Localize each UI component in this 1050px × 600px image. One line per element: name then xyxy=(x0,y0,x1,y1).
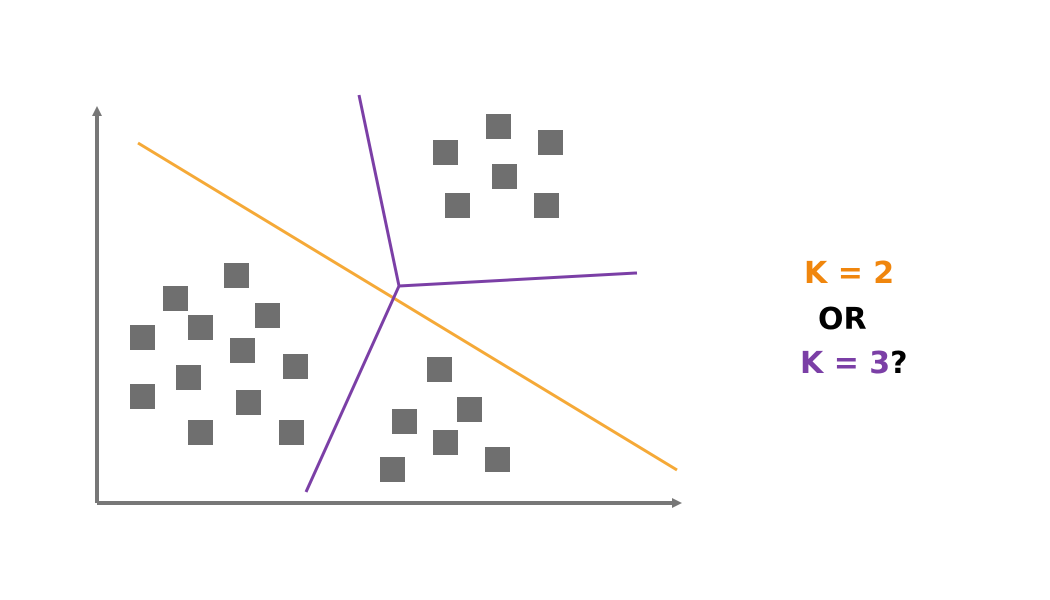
k2-label: K = 2 xyxy=(804,256,895,291)
k3-label: K = 3 xyxy=(800,346,891,381)
cluster-top-right xyxy=(433,114,563,218)
data-point xyxy=(433,430,458,455)
data-point xyxy=(392,409,417,434)
data-point xyxy=(224,263,249,288)
data-point xyxy=(255,303,280,328)
or-label: OR xyxy=(818,302,867,337)
data-point xyxy=(230,338,255,363)
data-point xyxy=(130,325,155,350)
data-point xyxy=(279,420,304,445)
cluster-left xyxy=(130,263,308,445)
data-point xyxy=(538,130,563,155)
data-point xyxy=(176,365,201,390)
k3-boundary-line-right xyxy=(398,271,638,288)
data-point xyxy=(427,357,452,382)
cluster-bottom-middle xyxy=(380,357,510,482)
data-point xyxy=(283,354,308,379)
data-point xyxy=(486,114,511,139)
data-point xyxy=(534,193,559,218)
data-point xyxy=(163,286,188,311)
data-point xyxy=(188,420,213,445)
data-point xyxy=(457,397,482,422)
data-point xyxy=(485,447,510,472)
k3-question: K = 3? xyxy=(800,349,908,379)
data-point xyxy=(380,457,405,482)
k2-boundary-line xyxy=(137,141,678,472)
data-point xyxy=(188,315,213,340)
data-point xyxy=(433,140,458,165)
data-point xyxy=(236,390,261,415)
data-point xyxy=(492,164,517,189)
data-point xyxy=(445,193,470,218)
data-point xyxy=(130,384,155,409)
k3-boundary-line-bottom xyxy=(304,285,401,493)
question-mark: ? xyxy=(890,346,908,381)
k3-boundary-line-top xyxy=(357,94,401,287)
